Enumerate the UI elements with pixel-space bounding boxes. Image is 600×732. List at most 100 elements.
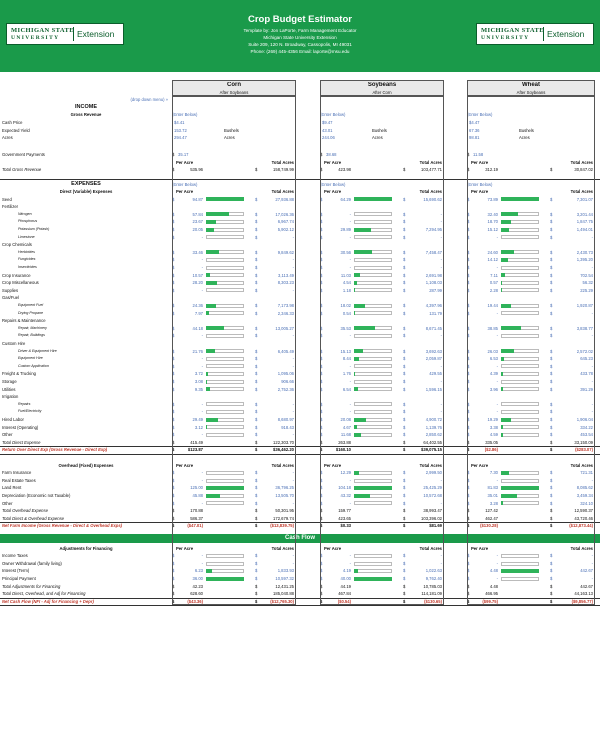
dollar-sign: $ (467, 211, 470, 217)
dollar-sign: $ (255, 325, 258, 331)
per-acre-value: - (349, 363, 351, 369)
data-bar (206, 197, 244, 202)
dollar-sign: $ (467, 167, 470, 172)
total-acres-value: - (591, 363, 593, 369)
total-acres-value: - (440, 500, 442, 506)
per-acre-value: 36.00 (192, 576, 203, 581)
crop-column-frame (467, 96, 595, 606)
bar-track (354, 235, 392, 240)
input-value[interactable]: $4.41 (174, 120, 185, 125)
dollar-sign: $ (255, 348, 258, 354)
per-acre-value: 2.28 (489, 287, 498, 293)
per-acre-value: 3.38 (489, 424, 498, 430)
dollar-sign: $ (320, 226, 323, 232)
row-label: Phosphorus (18, 219, 38, 224)
input-value[interactable]: 153.72 (174, 127, 187, 133)
dollar-sign: $ (403, 576, 406, 581)
total-acres-value: 1,108.03 (425, 280, 442, 286)
income-row: Cash Price $4.41 $9.47 $4.47 (0, 119, 600, 127)
dollar-sign: $ (550, 386, 553, 392)
total-acres-value: 225.29 (580, 287, 593, 293)
expense-row: Fungicides $ - $ - $ - $ - $14.12 $1,395.20 (0, 256, 600, 264)
input-value[interactable]: $9.47 (322, 120, 333, 125)
data-bar (501, 212, 518, 217)
total-acres-value: 8,671.45 (425, 325, 442, 331)
dollar-sign: $ (320, 325, 323, 331)
bar-track (354, 220, 392, 225)
per-acre-value: 4.59 (489, 432, 498, 438)
dollar-sign: $ (320, 553, 323, 559)
dollar-sign: $ (255, 371, 258, 377)
data-bar (354, 432, 361, 437)
data-bar (501, 425, 503, 430)
row-label: Hired Labor (2, 416, 24, 422)
total-acres-value: 13,505.70 (275, 493, 294, 498)
data-bar (501, 432, 504, 437)
gross-revenue-header-row: Per Acre Total Acres Per Acre Total Acres Pe… (0, 159, 600, 167)
per-acre-header: Per Acre (471, 462, 489, 468)
input-value[interactable]: 38.68 (326, 151, 337, 157)
dollar-sign: $ (403, 485, 406, 491)
crop-name: Wheat (522, 82, 540, 88)
net-cash-flow-row: Net Cash Flow (NFI - Adj for Financing +… (0, 598, 600, 606)
expense-row: Interest (Operating) $3.12 $918.43 $4.67 $1,… (0, 424, 600, 432)
per-acre-value: 3.72 (194, 371, 203, 377)
logo-divider (73, 27, 74, 41)
bar-track (354, 553, 392, 558)
input-value[interactable]: 67.36 (469, 127, 480, 133)
dollar-sign: $ (172, 249, 175, 255)
dollar-sign: $ (255, 167, 258, 172)
bar-track (206, 432, 244, 437)
unit-label: Bushels (519, 127, 534, 133)
input-value[interactable]: 294.47 (174, 135, 187, 140)
dollar-sign: $ (255, 470, 258, 476)
overhead-row: Other $ - $ - $ - $ - $3.28 $324.10 (0, 500, 600, 508)
total-acres-value: 429.55 (429, 371, 442, 377)
total-acres-value: 702.54 (580, 272, 593, 278)
data-bar (501, 258, 509, 263)
row-label: Repairs (18, 401, 31, 406)
dollar-sign: $ (255, 583, 258, 589)
input-value[interactable]: 98.81 (469, 135, 480, 140)
dollar-sign: $ (550, 325, 553, 331)
data-bar (206, 303, 216, 308)
header-line-address: Suite 209, 120 N. Broadway, Cassopolis, … (248, 42, 352, 47)
input-value[interactable]: $4.47 (469, 120, 480, 125)
per-acre-value: - (201, 363, 203, 369)
per-acre-header: Per Acre (471, 159, 489, 165)
per-acre-value: 312.19 (485, 167, 498, 172)
per-acre-value: - (201, 409, 203, 415)
dollar-sign: $ (320, 378, 323, 384)
dollar-sign: $ (172, 333, 175, 339)
total-acres-value: 2,059.87 (425, 356, 442, 362)
dollar-sign: $ (403, 598, 406, 604)
dollar-sign: $ (320, 560, 323, 566)
dollar-sign: $ (172, 553, 175, 559)
dollar-sign: $ (550, 493, 553, 498)
total-acres-value: 8,085.62 (576, 485, 593, 491)
input-value[interactable]: 11.58 (473, 151, 484, 157)
total-acres-value: 1,847.75 (576, 219, 593, 225)
dollar-sign: $ (403, 591, 406, 597)
total-acres-value: - (292, 356, 294, 362)
dollar-sign: $ (550, 333, 553, 339)
per-acre-value: - (349, 477, 351, 483)
bar-track (206, 470, 244, 475)
data-bar (501, 273, 505, 278)
per-acre-header: Per Acre (471, 189, 489, 194)
data-bar (206, 220, 216, 225)
input-value[interactable]: 244.06 (322, 135, 335, 140)
per-acre-header: Per Acre (324, 189, 342, 194)
total-acres-value: 44,163.13 (574, 591, 593, 597)
dropdown-menu-link[interactable]: (drop down menu) » (130, 97, 168, 102)
expense-row: Repair, Machinery $44.18 $13,005.27 $35.53 $… (0, 325, 600, 333)
dollar-sign: $ (255, 523, 258, 529)
header-line-author: Template by: Jon LaPorte, Farm Managemen… (243, 28, 357, 33)
expense-row: Custom Application $ - $ - $ - $ - $ - $ - (0, 363, 600, 371)
total-acres-value: 1,596.15 (425, 386, 442, 392)
input-value[interactable]: 43.01 (322, 127, 333, 133)
total-acres-value: 185,040.88 (273, 591, 294, 597)
input-value[interactable]: 35.17 (178, 151, 189, 157)
total-acres-value: $36,462.20 (273, 447, 294, 453)
per-acre-value: ($99.75) (482, 598, 498, 604)
